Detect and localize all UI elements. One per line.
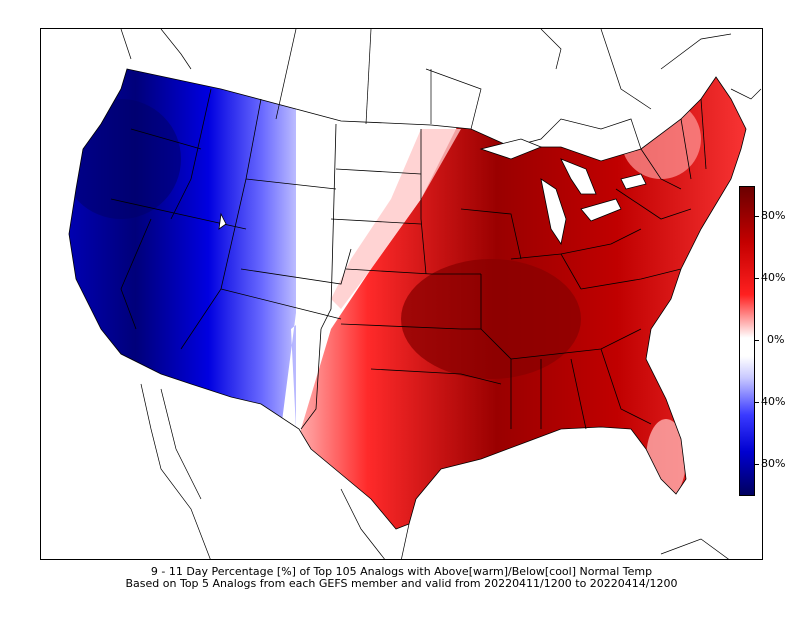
colorbar-tick: [755, 278, 759, 279]
colorbar-label: 80%: [761, 457, 786, 470]
temperature-outlook-map: [68, 29, 762, 559]
percentage-field: [69, 69, 746, 529]
colorbar-tick: [755, 216, 759, 217]
colorbar-tick: [755, 340, 759, 341]
colorbar-tick: [755, 402, 759, 403]
colorbar-label: 0%: [767, 333, 785, 346]
map-title-line1: 9 - 11 Day Percentage [%] of Top 105 Ana…: [150, 565, 653, 578]
colorbar-label: 80%: [761, 209, 786, 222]
great-lakes: [218, 138, 647, 246]
colorbar: [739, 186, 755, 496]
surrounding-boundaries: [120, 29, 762, 559]
state-boundaries: [68, 68, 747, 530]
map-frame: [40, 28, 763, 560]
colorbar-tick: [755, 464, 759, 465]
map-title-line2: Based on Top 5 Analogs from each GEFS me…: [125, 577, 678, 590]
colorbar-label: 40%: [761, 395, 786, 408]
colorbar-label: 40%: [761, 271, 786, 284]
